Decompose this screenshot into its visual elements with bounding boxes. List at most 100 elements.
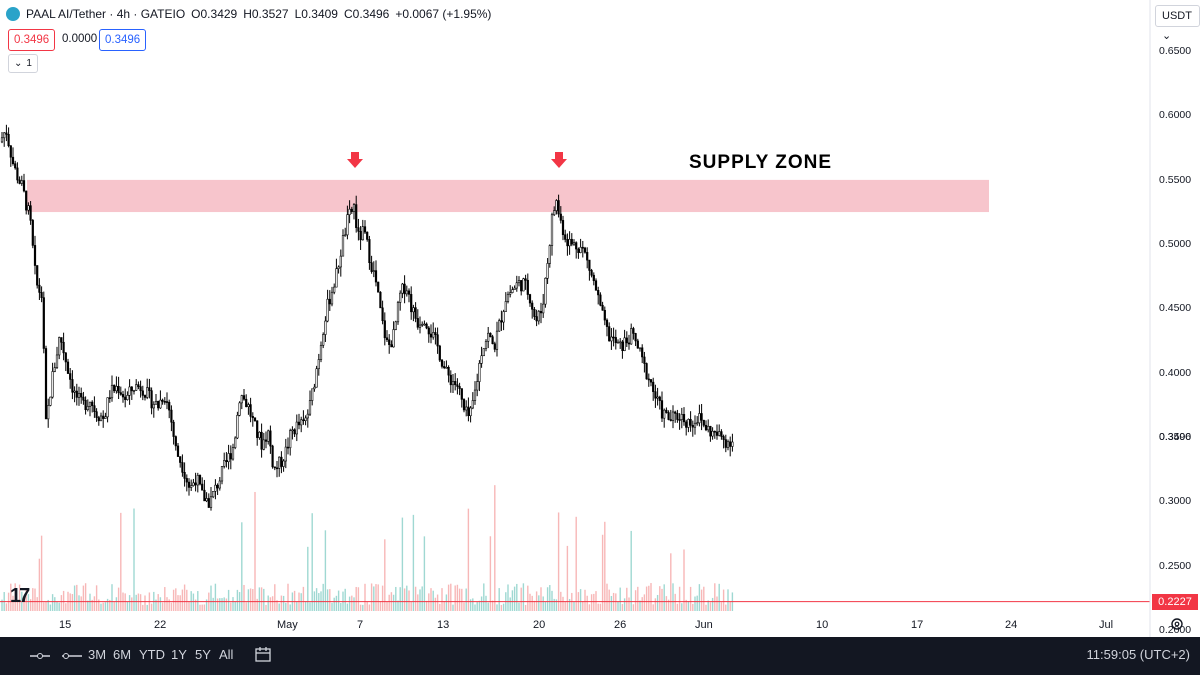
candle-body	[163, 401, 166, 403]
candle-body	[418, 324, 422, 328]
volume-bar	[465, 588, 467, 611]
volume-bar	[340, 603, 342, 611]
candle-body	[240, 395, 243, 404]
candle-body	[410, 294, 413, 313]
candle-body	[700, 413, 703, 421]
candle-body	[711, 430, 714, 437]
volume-bar	[463, 602, 465, 611]
candle-body	[625, 337, 628, 344]
candle-body	[500, 320, 503, 323]
candle-body	[128, 386, 131, 396]
candle-body	[179, 456, 182, 463]
paal-coin-icon	[6, 7, 20, 21]
indicators-toggle[interactable]: ⌄ 1	[8, 54, 38, 73]
tradingview-logo[interactable]: 17	[10, 585, 30, 607]
volume-bar	[348, 596, 351, 611]
candle-body	[286, 446, 290, 449]
candle-body	[616, 341, 620, 344]
volume-bar	[527, 585, 529, 611]
volume-bar	[538, 595, 540, 611]
candle-body	[341, 235, 345, 257]
volume-bar	[496, 604, 498, 611]
volume-bar	[373, 586, 375, 611]
candle-body	[337, 266, 340, 269]
candle-body	[709, 425, 712, 437]
candle-body	[234, 437, 237, 448]
candle-body	[674, 411, 677, 414]
volume-bar	[628, 597, 630, 611]
volume-bar	[186, 589, 188, 611]
candle-body	[344, 234, 347, 237]
volume-bar	[696, 595, 698, 611]
timeframe-all[interactable]: All	[219, 647, 234, 662]
volume-bar	[520, 587, 522, 611]
gear-icon[interactable]	[1170, 617, 1184, 631]
volume-bar	[687, 601, 690, 611]
timeframe-5y[interactable]: 5Y	[195, 647, 211, 662]
volume-bar	[599, 603, 602, 611]
candle-body	[592, 274, 595, 282]
volume-bar	[632, 604, 635, 611]
candle-body	[205, 498, 208, 502]
volume-bar	[381, 585, 384, 611]
symbol-title[interactable]: PAAL AI/Tether · 4h · GATEIO	[26, 7, 186, 21]
timeframe-3m[interactable]: 3M	[88, 647, 107, 662]
volume-bar	[183, 584, 186, 611]
candle-body	[5, 132, 8, 135]
volume-bar	[430, 588, 432, 611]
timeframe-6m[interactable]: 6M	[113, 647, 132, 662]
candle-body	[348, 208, 351, 215]
currency-select[interactable]: USDT ⌄	[1155, 5, 1200, 42]
candle-body	[416, 318, 419, 328]
candle-body	[161, 399, 164, 402]
candle-body	[99, 415, 103, 422]
candle-body	[436, 334, 439, 347]
candle-body	[575, 242, 578, 250]
volume-bar	[683, 549, 685, 611]
volume-bar	[703, 586, 705, 611]
volume-bar	[705, 604, 707, 611]
volume-bar	[91, 599, 93, 611]
volume-bar	[714, 583, 716, 611]
candle-body	[271, 445, 274, 468]
volume-bar	[395, 586, 397, 611]
candle-body	[522, 278, 525, 292]
price-chart[interactable]	[0, 0, 1200, 637]
volume-bar	[555, 599, 558, 611]
drawing-tools-icon[interactable]	[28, 650, 88, 662]
candle-body	[71, 379, 74, 393]
volume-bar	[458, 588, 461, 611]
ohlc-close: C0.3496	[343, 7, 390, 21]
candle-body	[579, 246, 582, 253]
candle-body	[605, 319, 609, 327]
sell-price-button[interactable]: 0.3496	[8, 29, 56, 51]
candle-body	[97, 417, 100, 422]
date-range-icon[interactable]	[254, 646, 272, 664]
volume-bar	[720, 602, 723, 611]
volume-bar	[524, 604, 527, 611]
time-tick-label: May	[277, 619, 298, 631]
candle-body	[181, 462, 184, 473]
supply-zone[interactable]	[27, 179, 989, 213]
timeframe-ytd[interactable]: YTD	[139, 647, 165, 662]
candle-body	[526, 279, 529, 295]
buy-price-button[interactable]: 0.3496	[99, 29, 147, 51]
timeframe-1y[interactable]: 1Y	[171, 647, 187, 662]
volume-bar	[617, 601, 619, 611]
candle-body	[658, 396, 661, 401]
volume-bar	[256, 598, 258, 611]
candle-body	[654, 391, 657, 399]
volume-bar	[45, 601, 47, 611]
volume-bar	[509, 597, 511, 611]
candle-body	[104, 416, 107, 419]
candle-body	[718, 431, 721, 436]
symbol-legend[interactable]: PAAL AI/Tether · 4h · GATEIO O0.3429 H0.…	[6, 7, 491, 21]
candle-body	[108, 397, 111, 400]
candle-body	[524, 278, 527, 281]
alert-price-label[interactable]: 0.2227	[1152, 593, 1198, 610]
time-tick-label: 26	[614, 619, 627, 631]
volume-bar	[144, 595, 146, 611]
candle-body	[293, 429, 296, 435]
volume-bar	[542, 596, 544, 611]
clock[interactable]: 11:59:05 (UTC+2)	[1086, 647, 1190, 662]
